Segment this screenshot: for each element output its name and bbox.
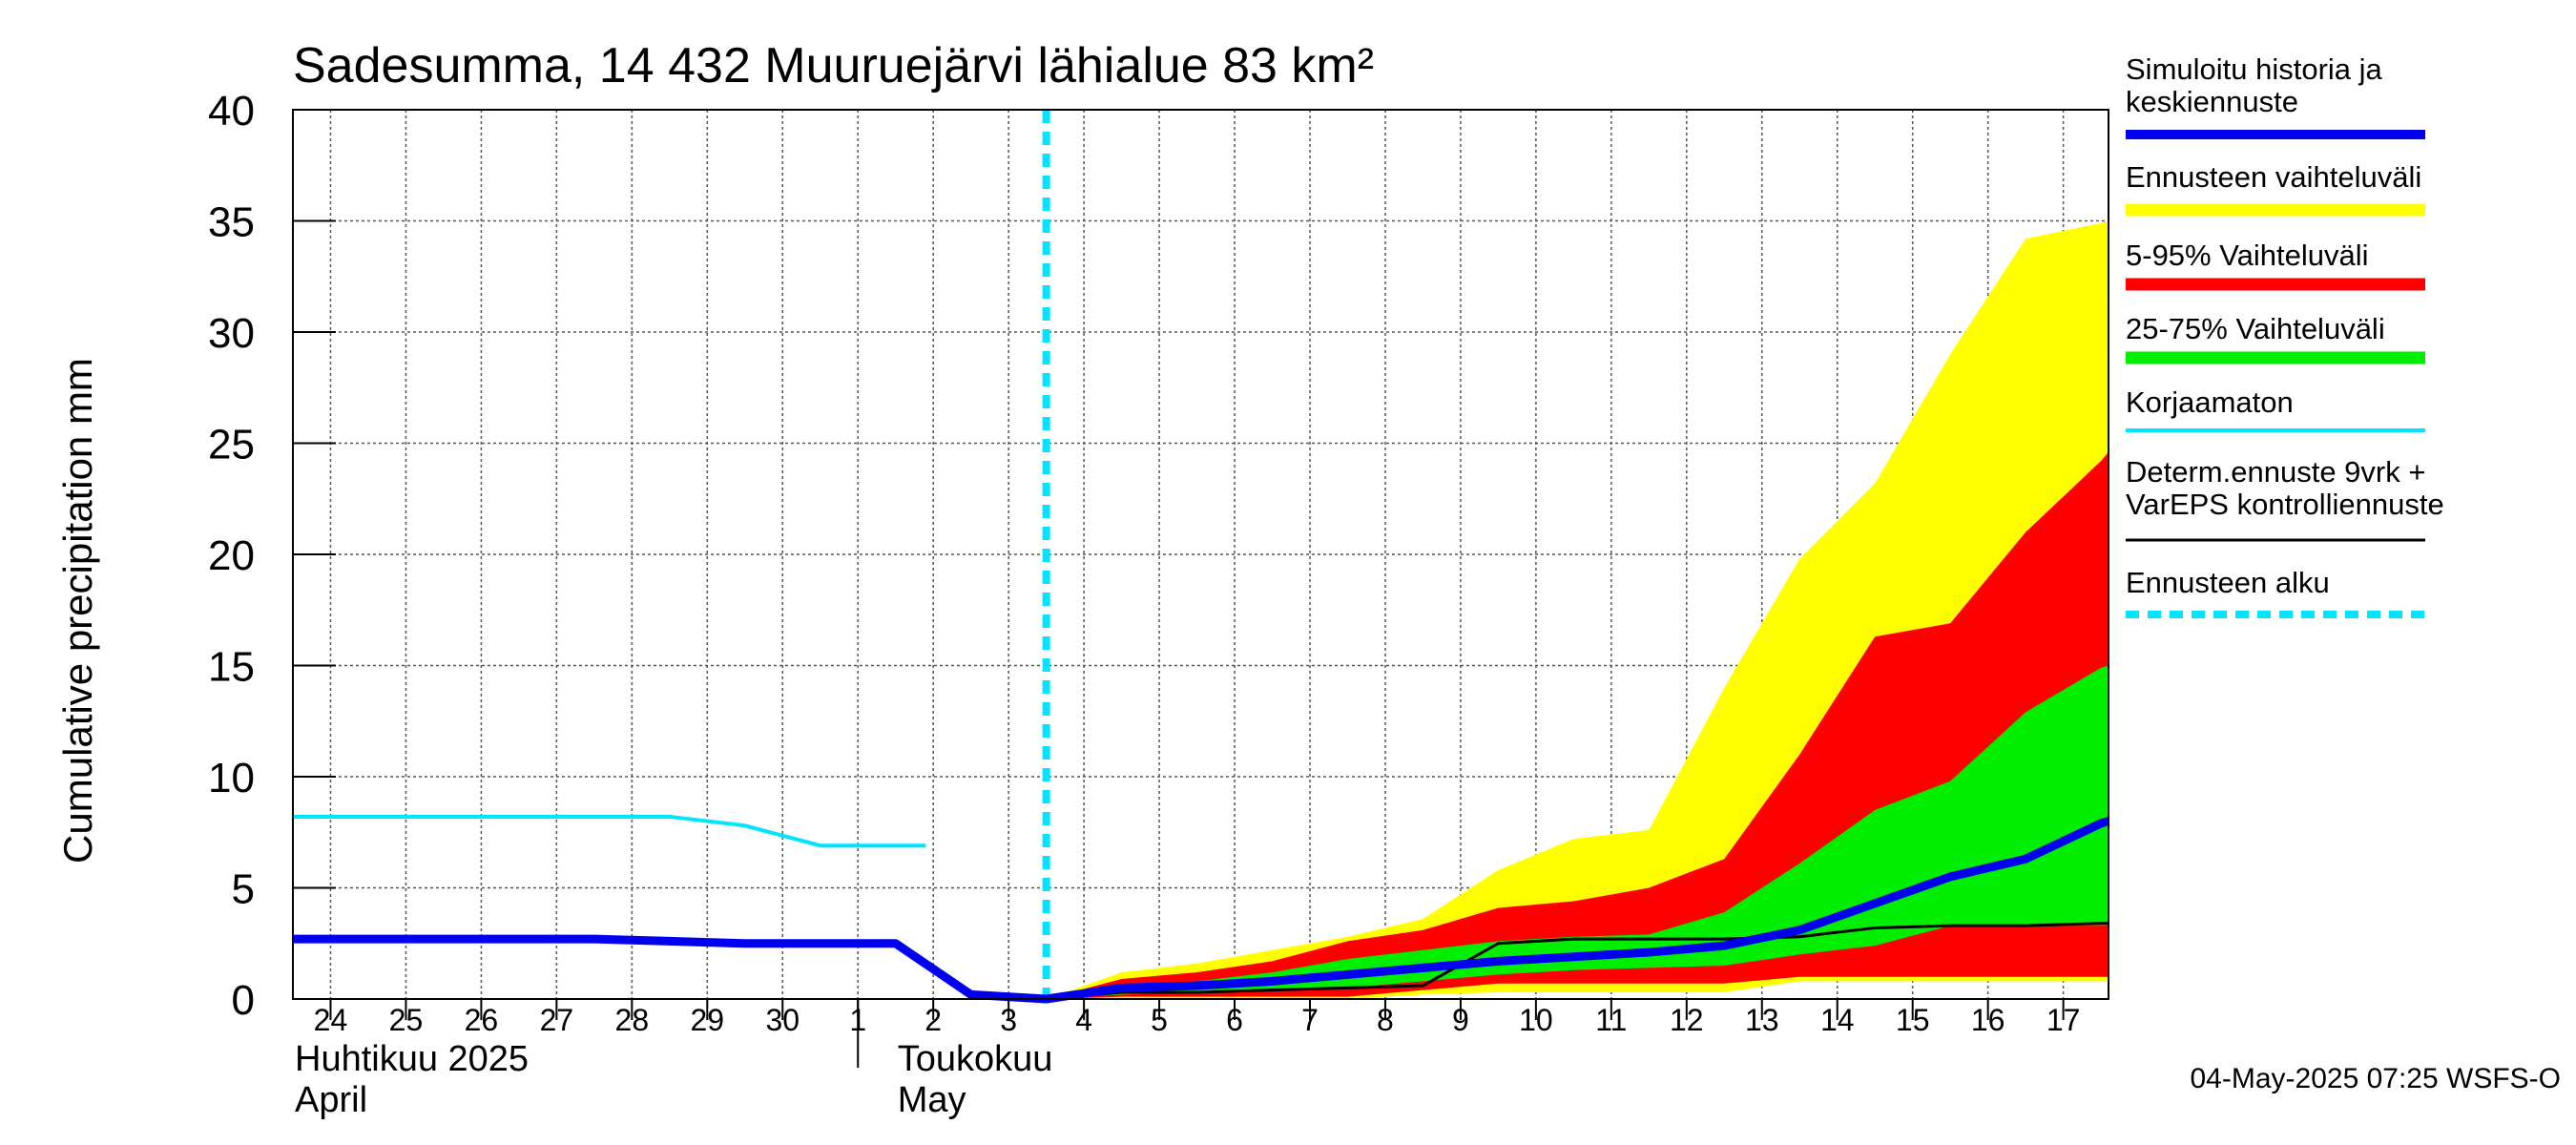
legend: Simuloitu historia ja keskiennuste Ennuste… (2126, 52, 2444, 618)
x-tick-label: 13 (1745, 1003, 1779, 1037)
legend-label: 25-75% Vaihteluväli (2126, 312, 2385, 345)
y-tick-label: 0 (232, 977, 255, 1024)
x-tick-label: 26 (465, 1003, 499, 1037)
legend-label: Korjaamaton (2126, 385, 2294, 419)
x-tick-label: 15 (1896, 1003, 1930, 1037)
legend-label: Ennusteen alku (2126, 566, 2330, 599)
legend-item: Simuloitu historia ja keskiennuste (2126, 52, 2425, 139)
x-tick-label: 3 (1000, 1003, 1017, 1037)
x-tick-label: 10 (1519, 1003, 1553, 1037)
x-tick-label: 8 (1377, 1003, 1394, 1037)
legend-label: Simuloitu historia ja keskiennuste (2126, 52, 2383, 118)
chart-title: Sadesumma, 14 432 Muuruejärvi lähialue 8… (293, 38, 1374, 94)
legend-item: Ennusteen alku (2126, 566, 2425, 618)
month-label-english: April (295, 1080, 367, 1120)
y-tick-label: 30 (208, 310, 255, 357)
legend-label: Ennusteen vaihteluväli (2126, 160, 2421, 194)
x-axis-ticks: 24 25 26 27 28 29 30 1 2 3 4 5 6 7 8 9 10 11 12 13 14 15 16 17H… (295, 999, 2080, 1120)
footer-timestamp: 04-May-2025 07:25 WSFS-O (2191, 1063, 2562, 1094)
y-tick-label: 20 (208, 532, 255, 579)
y-axis-ticks: 0 5 10 15 20 25 30 35 40 (208, 88, 336, 1024)
x-tick-label: 11 (1595, 1003, 1627, 1037)
legend-label: Determ.ennuste 9vrk + VarEPS kontrollienn… (2126, 455, 2444, 521)
y-tick-label: 5 (232, 866, 255, 913)
x-tick-label: 2 (924, 1003, 942, 1037)
legend-label: 5-95% Vaihteluväli (2126, 239, 2368, 272)
x-tick-label: 12 (1670, 1003, 1704, 1037)
month-label: Toukokuu (898, 1039, 1053, 1079)
month-label: Huhtikuu 2025 (295, 1039, 529, 1079)
y-axis-label: Cumulative precipitation mm (55, 358, 100, 864)
x-tick-label: 5 (1151, 1003, 1168, 1037)
y-tick-label: 25 (208, 422, 255, 468)
x-tick-label: 17 (2046, 1003, 2081, 1037)
x-tick-label: 28 (615, 1003, 650, 1037)
x-tick-label: 9 (1452, 1003, 1469, 1037)
x-tick-label: 27 (540, 1003, 574, 1037)
x-tick-label: 29 (690, 1003, 724, 1037)
line-simuloitu-historia-ja-keskiennuste (293, 817, 2110, 1004)
y-tick-label: 10 (208, 755, 255, 802)
series-lines (293, 110, 2110, 1004)
x-tick-label: 24 (314, 1003, 348, 1037)
month-label-english: May (898, 1080, 966, 1120)
line-korjaamaton (293, 814, 926, 848)
x-tick-label: 6 (1226, 1003, 1243, 1037)
legend-item: Korjaamaton (2126, 385, 2425, 432)
y-tick-label: 15 (208, 644, 255, 691)
y-tick-label: 40 (208, 88, 255, 135)
y-tick-label: 35 (208, 199, 255, 246)
line-determ-ennuste-9vrk-vareps-kontrolliennuste (1046, 922, 2109, 1001)
legend-item: Determ.ennuste 9vrk + VarEPS kontrollienn… (2126, 455, 2444, 542)
x-tick-label: 25 (389, 1003, 424, 1037)
legend-item: Ennusteen vaihteluväli (2126, 160, 2425, 217)
legend-item: 5-95% Vaihteluväli (2126, 239, 2425, 291)
x-tick-label: 30 (765, 1003, 800, 1037)
x-tick-label: 16 (1971, 1003, 2005, 1037)
x-tick-label: 7 (1301, 1003, 1319, 1037)
x-tick-label: 4 (1075, 1003, 1092, 1037)
legend-item: 25-75% Vaihteluväli (2126, 312, 2425, 364)
x-tick-label: 14 (1820, 1003, 1855, 1037)
